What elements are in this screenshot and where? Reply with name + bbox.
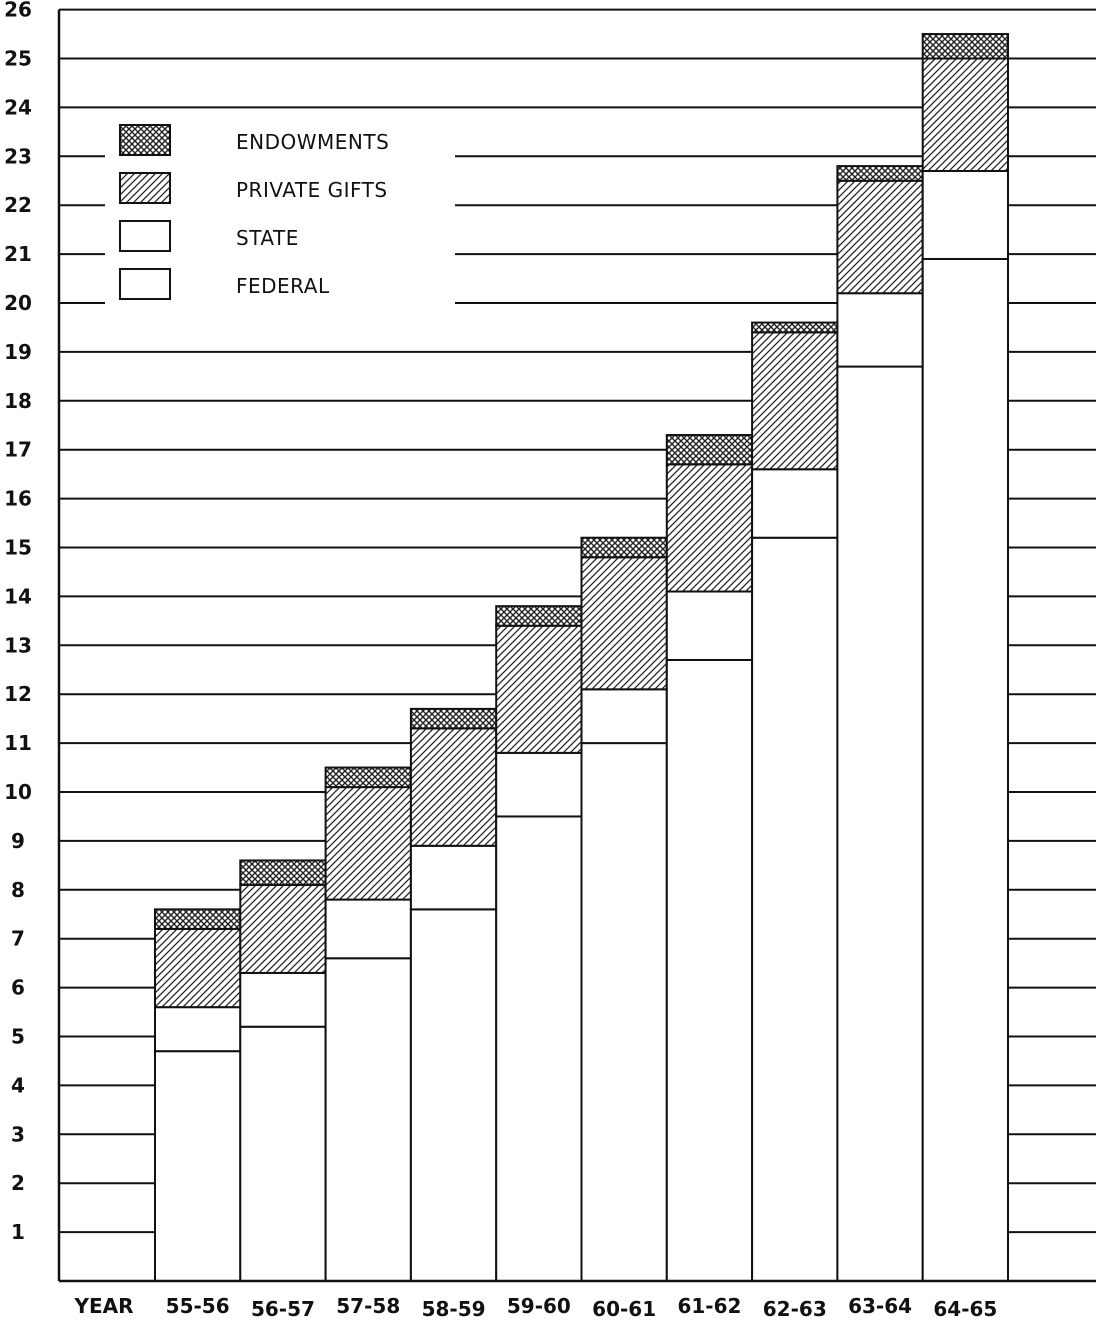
- y-tick-label: 21: [4, 242, 32, 266]
- x-tick-label: 55-56: [166, 1294, 230, 1318]
- y-tick-label: 26: [4, 0, 32, 22]
- y-tick-label: 16: [4, 487, 32, 511]
- bar-state-62-63: [751, 468, 839, 539]
- x-tick-label: 57-58: [336, 1294, 400, 1318]
- y-tick-label: 4: [11, 1073, 25, 1097]
- bar-endowments-55-56: [154, 908, 242, 930]
- bar-state-58-59: [409, 844, 498, 911]
- y-tick-label: 3: [11, 1122, 25, 1146]
- bar-federal-64-65: [921, 257, 1010, 1282]
- bars: [154, 33, 1010, 1283]
- bar-federal-57-58: [324, 957, 412, 1282]
- y-tick-label: 23: [4, 144, 32, 168]
- bar-federal-61-62: [665, 658, 754, 1282]
- legend-swatch-endowments: [119, 124, 171, 156]
- bar-endowments-57-58: [324, 766, 412, 789]
- y-tick-label: 12: [4, 682, 32, 706]
- y-tick-label: 22: [4, 193, 32, 217]
- y-tick-label: 5: [11, 1025, 25, 1049]
- legend-label: ENDOWMENTS: [236, 130, 389, 154]
- y-tick-label: 24: [4, 95, 32, 119]
- y-tick-label: 11: [4, 731, 32, 755]
- bar-private-gifts-62-63: [751, 331, 839, 471]
- bar-state-56-57: [239, 971, 327, 1028]
- y-tick-label: 14: [4, 584, 32, 608]
- legend-label: PRIVATE GIFTS: [236, 178, 388, 202]
- bar-private-gifts-55-56: [154, 927, 242, 1009]
- bar-endowments-62-63: [751, 321, 839, 334]
- bar-private-gifts-56-57: [239, 883, 327, 974]
- bar-federal-58-59: [409, 908, 498, 1282]
- legend-swatch-state: [119, 220, 171, 252]
- legend-swatch-federal: [119, 268, 171, 300]
- x-tick-label: 64-65: [933, 1297, 997, 1321]
- y-tick-label: 19: [4, 340, 32, 364]
- y-tick-label: 20: [4, 291, 32, 315]
- legend: ENDOWMENTS PRIVATE GIFTS STATE FEDERAL: [105, 110, 455, 315]
- bar-endowments-58-59: [409, 707, 498, 730]
- bar-state-59-60: [495, 751, 583, 818]
- bar-state-55-56: [154, 1006, 242, 1053]
- y-tick-label: 18: [4, 389, 32, 413]
- bar-federal-56-57: [239, 1025, 327, 1282]
- bar-endowments-60-61: [580, 536, 668, 559]
- bar-private-gifts-61-62: [665, 463, 754, 593]
- axes: [57, 9, 1096, 1283]
- y-tick-label: 7: [11, 927, 25, 951]
- bar-state-57-58: [324, 898, 412, 960]
- bar-endowments-56-57: [239, 859, 327, 886]
- y-tick-labels: 1234567891011121314151617181920212223242…: [4, 0, 32, 1244]
- bar-federal-62-63: [751, 536, 839, 1282]
- x-axis-label: YEAR: [73, 1294, 133, 1318]
- y-tick-label: 13: [4, 633, 32, 657]
- legend-label: STATE: [236, 226, 299, 250]
- bar-private-gifts-60-61: [580, 556, 668, 691]
- bar-federal-55-56: [154, 1050, 242, 1283]
- bar-endowments-64-65: [921, 33, 1010, 60]
- legend-label: FEDERAL: [236, 274, 330, 298]
- bar-federal-59-60: [495, 815, 583, 1282]
- y-tick-label: 25: [4, 47, 32, 71]
- x-tick-label: 63-64: [848, 1294, 912, 1318]
- x-tick-label: 60-61: [592, 1297, 656, 1321]
- bar-state-61-62: [665, 590, 754, 661]
- y-tick-label: 8: [11, 878, 25, 902]
- y-tick-label: 10: [4, 780, 32, 804]
- y-tick-label: 6: [11, 976, 25, 1000]
- bar-state-64-65: [921, 169, 1010, 260]
- bar-endowments-63-64: [836, 165, 924, 182]
- x-tick-label: 59-60: [507, 1294, 571, 1318]
- bar-private-gifts-63-64: [836, 179, 924, 295]
- x-tick-label: 58-59: [422, 1297, 486, 1321]
- x-tick-labels: YEAR 55-56 56-57 57-58 58-59 59-60 60-61 61-62…: [73, 1294, 997, 1321]
- y-tick-label: 15: [4, 536, 32, 560]
- bar-private-gifts-64-65: [921, 57, 1010, 172]
- y-tick-label: 17: [4, 438, 32, 462]
- bar-private-gifts-57-58: [324, 786, 412, 901]
- bar-endowments-61-62: [665, 434, 754, 466]
- x-tick-label: 56-57: [251, 1297, 315, 1321]
- y-tick-label: 2: [11, 1171, 25, 1195]
- y-tick-label: 1: [11, 1220, 25, 1244]
- y-tick-label: 9: [11, 829, 25, 853]
- bar-endowments-59-60: [495, 605, 583, 627]
- bar-private-gifts-58-59: [409, 727, 498, 847]
- bar-private-gifts-59-60: [495, 624, 583, 754]
- x-tick-label: 62-63: [763, 1297, 827, 1321]
- bar-federal-60-61: [580, 742, 668, 1282]
- bar-state-63-64: [836, 292, 924, 368]
- legend-swatch-private-gifts: [119, 172, 171, 204]
- x-tick-label: 61-62: [677, 1294, 741, 1318]
- bar-federal-63-64: [836, 365, 924, 1282]
- bar-state-60-61: [580, 688, 668, 745]
